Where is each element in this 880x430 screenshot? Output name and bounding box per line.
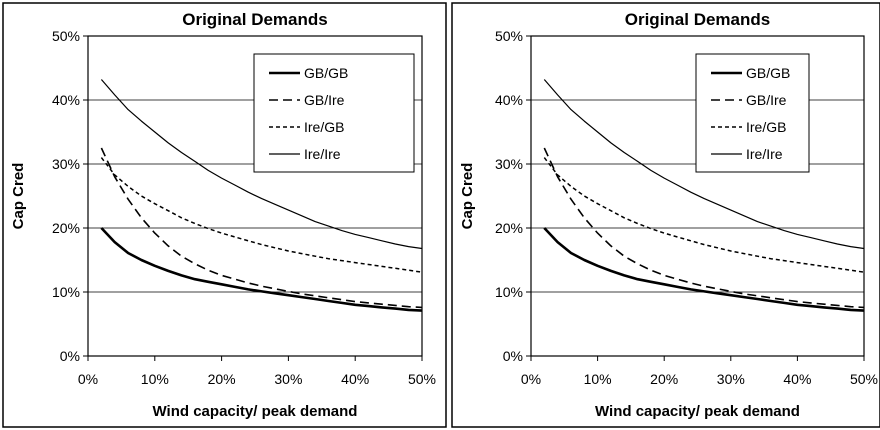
legend-entry: GB/Ire [746,92,787,108]
x-tick-label: 40% [783,371,811,387]
legend-entry: GB/Ire [304,92,345,108]
series-line-ire-gb [100,157,423,273]
x-tick-label: 40% [341,371,369,387]
x-axis-label: Wind capacity/ peak demand [595,403,800,420]
legend-entry: GB/GB [304,65,348,81]
x-tick-label: 0% [78,371,98,387]
series-line-ire-gb [543,157,865,273]
legend-entry: Ire/GB [304,119,344,135]
x-tick-label: 10% [584,371,612,387]
y-tick-label: 0% [503,348,523,364]
y-tick-label: 10% [52,284,80,300]
legend: GB/GB GB/Ire Ire/GB Ire/Ire [253,53,415,173]
x-tick-label: 10% [141,371,169,387]
y-tick-label: 40% [495,92,523,108]
x-tick-label: 30% [274,371,302,387]
plot-area [530,35,865,357]
legend-entry: GB/GB [746,65,790,81]
series-line-gb-ire [543,147,865,309]
y-tick-label: 30% [495,156,523,172]
x-tick-label: 50% [408,371,436,387]
y-axis-label: Cap Cred [459,163,476,230]
y-tick-label: 50% [495,28,523,44]
y-tick-label: 10% [495,284,523,300]
x-axis-label: Wind capacity/ peak demand [153,403,358,420]
x-tick-label: 30% [717,371,745,387]
y-tick-label: 0% [60,348,80,364]
panel-border [2,2,447,428]
legend-entry: Ire/Ire [304,146,341,162]
series-line-gb-gb [543,227,865,312]
x-tick-label: 20% [208,371,236,387]
chart-title: Original Demands [625,10,770,29]
y-tick-label: 20% [495,220,523,236]
chart-panel-1: Original Demands 0% 10% 20% 30% 40% 50% 0% 10% 20… [2,2,447,428]
legend-entry: Ire/GB [746,119,786,135]
panel-border [451,2,880,428]
series-line-gb-gb [100,227,423,312]
series-line-ire-ire [543,79,865,250]
chart-panel-2: Original Demands 0% 10% 20% 30% 40% 50% 0% 10% 20… [451,2,880,428]
y-tick-label: 50% [52,28,80,44]
series-line-ire-ire [100,79,423,250]
series-line-gb-ire [100,147,423,309]
x-tick-label: 20% [650,371,678,387]
legend-entry: Ire/Ire [746,146,783,162]
x-tick-label: 50% [850,371,878,387]
x-tick-label: 0% [521,371,541,387]
y-axis-label: Cap Cred [10,163,27,230]
chart-title: Original Demands [182,10,327,29]
y-tick-label: 20% [52,220,80,236]
y-tick-label: 40% [52,92,80,108]
plot-area [87,35,423,357]
legend: GB/GB GB/Ire Ire/GB Ire/Ire [695,53,810,173]
y-tick-label: 30% [52,156,80,172]
